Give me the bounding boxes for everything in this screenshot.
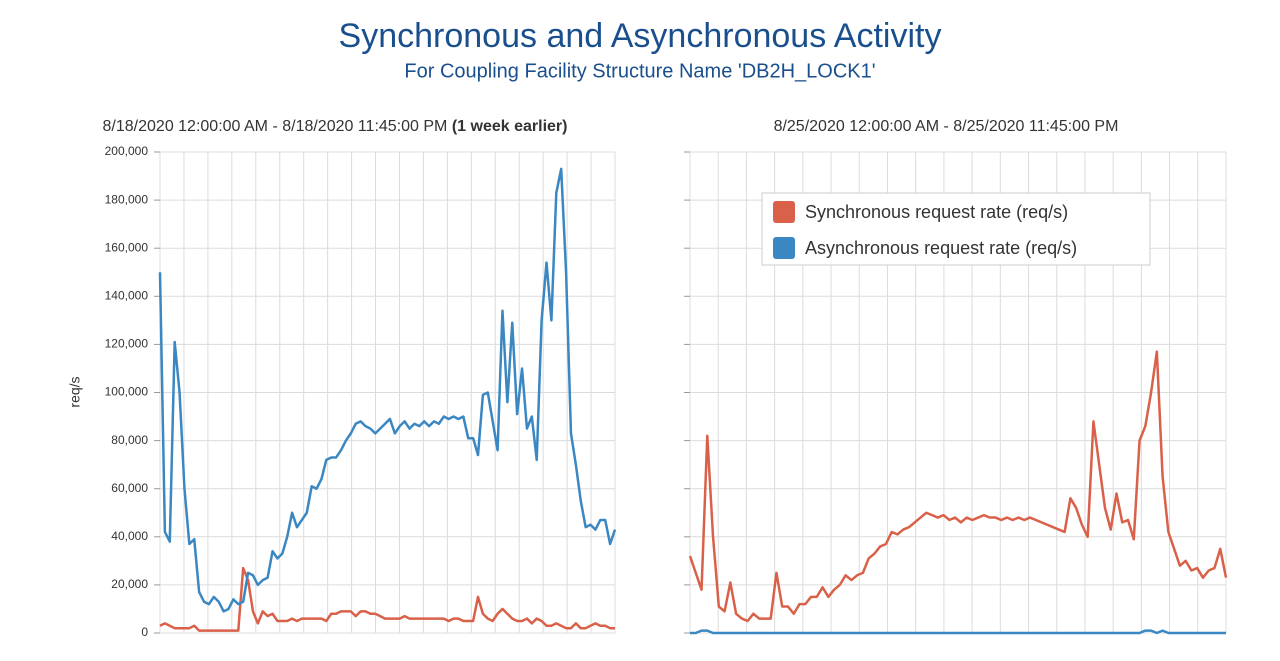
- panel-title: 8/18/2020 12:00:00 AM - 8/18/2020 11:45:…: [103, 118, 568, 135]
- legend-swatch: [773, 237, 795, 259]
- legend-label: Asynchronous request rate (req/s): [805, 238, 1077, 258]
- y-tick-label: 140,000: [105, 288, 149, 302]
- y-tick-label: 60,000: [111, 481, 148, 495]
- page-title: Synchronous and Asynchronous Activity: [339, 17, 942, 55]
- y-tick-label: 180,000: [105, 192, 149, 206]
- y-tick-label: 20,000: [111, 577, 148, 591]
- series-line: [688, 350, 1228, 623]
- panel-title-note: (1 week earlier): [452, 118, 568, 135]
- y-tick-label: 200,000: [105, 144, 149, 158]
- series-line: [690, 629, 1226, 635]
- panel-title-text: 8/18/2020 12:00:00 AM - 8/18/2020 11:45:…: [103, 118, 448, 135]
- series-line: [158, 167, 617, 613]
- y-axis-label: req/s: [67, 376, 83, 407]
- y-tick-label: 120,000: [105, 337, 149, 351]
- panel-title: 8/25/2020 12:00:00 AM - 8/25/2020 11:45:…: [774, 118, 1119, 135]
- series-line: [159, 566, 615, 632]
- page-subtitle: For Coupling Facility Structure Name 'DB…: [404, 60, 875, 82]
- y-tick-label: 0: [141, 625, 148, 639]
- y-tick-label: 160,000: [105, 240, 149, 254]
- y-tick-label: 80,000: [111, 433, 148, 447]
- legend-swatch: [773, 201, 795, 223]
- y-tick-label: 100,000: [105, 385, 149, 399]
- y-tick-label: 40,000: [111, 529, 148, 543]
- legend-label: Synchronous request rate (req/s): [805, 202, 1068, 222]
- legend-box: [761, 192, 1151, 266]
